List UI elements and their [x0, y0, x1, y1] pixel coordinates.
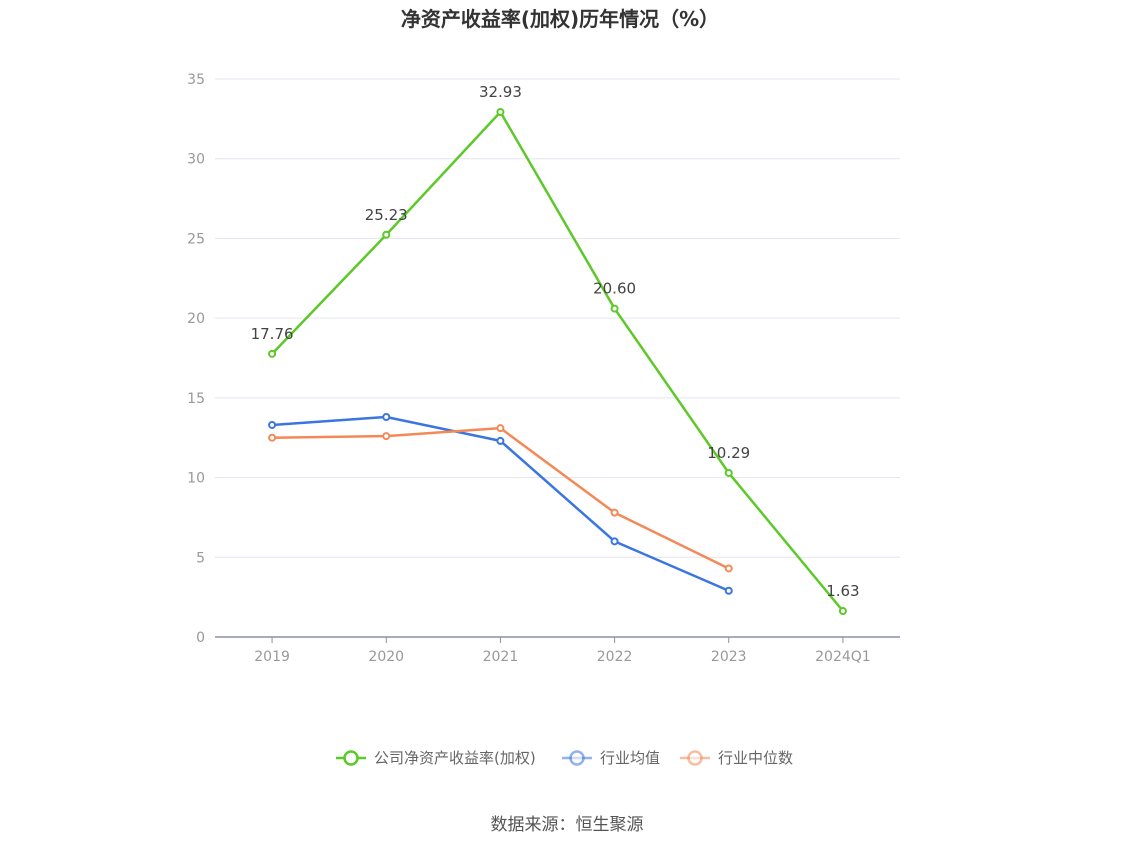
data-point: [496, 108, 505, 117]
data-point: [496, 436, 505, 445]
legend-label: 行业中位数: [718, 749, 793, 767]
data-label: 1.63: [826, 582, 859, 600]
data-point: [382, 230, 391, 239]
y-tick-label: 35: [187, 72, 205, 88]
data-point: [268, 433, 277, 442]
x-tick-label: 2024Q1: [815, 649, 871, 665]
legend-marker: [569, 750, 585, 766]
x-tick-label: 2020: [368, 649, 404, 665]
data-label: 25.23: [365, 206, 408, 224]
x-axis: 2019 2020 2021 2022 2023 2024Q1: [215, 636, 900, 665]
y-tick-label: 25: [187, 231, 205, 247]
legend-item-2[interactable]: 行业中位数: [680, 749, 793, 767]
data-point: [496, 424, 505, 433]
data-label: 32.93: [479, 83, 522, 101]
data-point: [382, 412, 391, 421]
y-tick-label: 10: [187, 471, 205, 487]
y-tick-label: 5: [196, 550, 205, 566]
data-point: [724, 586, 733, 595]
legend-item-1[interactable]: 行业均值: [562, 749, 660, 767]
data-point: [268, 420, 277, 429]
x-tick-label: 2021: [483, 649, 519, 665]
legend-marker: [687, 750, 703, 766]
x-tick-label: 2019: [254, 649, 290, 665]
legend[interactable]: 公司净资产收益率(加权) 行业均值 行业中位数: [336, 749, 793, 767]
legend-item-0[interactable]: 公司净资产收益率(加权): [336, 749, 536, 767]
legend-label: 公司净资产收益率(加权): [374, 749, 536, 767]
data-point: [724, 564, 733, 573]
data-labels: 17.76 25.23 32.93 20.60 10.29 1.63: [251, 83, 860, 600]
grid: [215, 78, 900, 558]
data-label: 20.60: [593, 280, 636, 298]
data-point: [610, 537, 619, 546]
legend-label: 行业均值: [600, 749, 660, 767]
data-point: [268, 349, 277, 358]
y-tick-label: 20: [187, 311, 205, 327]
y-tick-label: 15: [187, 391, 205, 407]
data-point: [610, 304, 619, 313]
data-point: [838, 607, 847, 616]
y-axis: 0 5 10 15 20 25 30 35: [187, 72, 205, 646]
data-point: [724, 468, 733, 477]
series-line-2: [272, 426, 730, 570]
data-label: 10.29: [707, 444, 750, 462]
legend-marker: [343, 750, 359, 766]
x-tick-label: 2022: [597, 649, 633, 665]
y-tick-label: 0: [196, 630, 205, 646]
series-line-0: [271, 110, 844, 612]
y-tick-label: 30: [187, 152, 205, 168]
data-point: [382, 432, 391, 441]
source-note: 数据来源：恒生聚源: [491, 815, 644, 835]
series-group: [268, 108, 847, 616]
x-tick-label: 2023: [711, 649, 747, 665]
data-point: [610, 508, 619, 517]
data-label: 17.76: [251, 325, 294, 343]
chart-title: 净资产收益率(加权)历年情况（%）: [401, 7, 719, 31]
